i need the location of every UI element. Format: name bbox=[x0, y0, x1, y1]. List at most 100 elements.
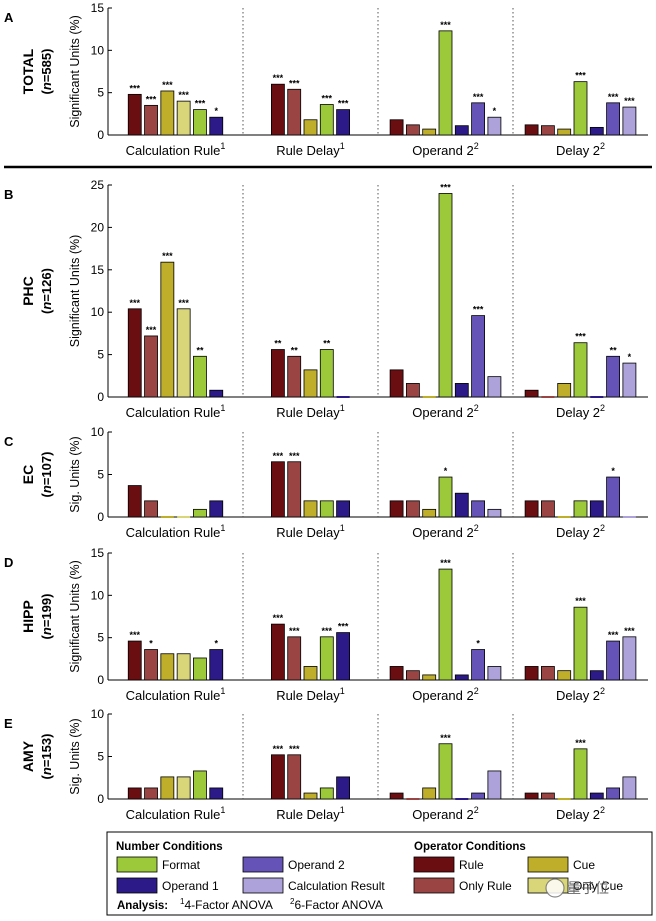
bar-only-rule bbox=[541, 125, 555, 136]
panel-A: A TOTAL (n=585) Significant Units (%) 0 5 10 15… bbox=[4, 1, 648, 158]
bar-cue bbox=[422, 787, 437, 800]
n-symbol: n bbox=[39, 627, 54, 635]
significance-stars: *** bbox=[624, 96, 635, 106]
x-group-label: Calculation Rule1 bbox=[126, 686, 226, 703]
watermark-logo-icon bbox=[545, 878, 565, 898]
panel-letter: B bbox=[4, 187, 13, 202]
significance-stars: *** bbox=[575, 596, 586, 606]
n-symbol: n bbox=[39, 82, 54, 90]
x-group-label: Operand 22 bbox=[412, 523, 478, 540]
y-tick-label: 10 bbox=[91, 305, 105, 319]
bar-calculation-result bbox=[487, 666, 502, 681]
legend-swatch-operator-0 bbox=[413, 856, 455, 873]
group-label-superscript: 2 bbox=[600, 805, 605, 815]
significance-stars: *** bbox=[289, 78, 300, 88]
bar-only-rule bbox=[405, 500, 420, 518]
panel-n-count: (n=107) bbox=[39, 452, 54, 498]
bar-format bbox=[319, 349, 334, 398]
bar-format bbox=[319, 787, 334, 800]
bar-rule bbox=[524, 500, 539, 518]
group-label-superscript: 1 bbox=[220, 403, 225, 413]
bar-format bbox=[438, 30, 453, 136]
significance-stars: *** bbox=[440, 182, 451, 192]
bar-only-rule bbox=[144, 649, 158, 681]
bar-format bbox=[438, 568, 453, 681]
significance-stars: ** bbox=[196, 345, 204, 355]
significance-stars: *** bbox=[322, 626, 333, 636]
significance-stars: * bbox=[493, 106, 497, 116]
bar-operand-2 bbox=[606, 102, 620, 136]
bar-format bbox=[438, 476, 453, 518]
bar-cue bbox=[303, 119, 318, 136]
bar-only-rule bbox=[144, 335, 158, 398]
y-tick-label: 0 bbox=[97, 673, 104, 687]
significance-stars: *** bbox=[575, 738, 586, 748]
bar-cue bbox=[557, 128, 572, 136]
significance-stars: * bbox=[611, 466, 615, 476]
panel-letter: A bbox=[4, 10, 14, 25]
legend-number-title: Number Conditions bbox=[116, 841, 223, 853]
bar-only-rule bbox=[405, 124, 420, 136]
y-tick-label: 10 bbox=[91, 43, 105, 57]
bar-cue bbox=[422, 674, 437, 681]
bar-only-rule bbox=[541, 500, 555, 518]
bar-rule bbox=[389, 666, 404, 681]
legend-label-operator-2: Only Rule bbox=[459, 879, 512, 893]
panel-B: B PHC(n=126) Significant Units (%) 0 5 10 15 20… bbox=[4, 178, 648, 420]
panel-n-count: (n=126) bbox=[39, 268, 54, 314]
bar-cue bbox=[160, 653, 175, 681]
bar-only-rule bbox=[541, 666, 555, 681]
significance-stars: *** bbox=[608, 630, 619, 640]
significance-stars: * bbox=[149, 639, 153, 649]
y-tick-label: 10 bbox=[91, 425, 105, 439]
significance-stars: ** bbox=[610, 345, 618, 355]
bar-rule bbox=[270, 349, 285, 398]
y-axis-label: Significant Units (%) bbox=[68, 235, 82, 348]
bar-only-rule bbox=[144, 104, 158, 136]
group-label-superscript: 1 bbox=[340, 403, 345, 413]
significance-stars: *** bbox=[273, 744, 284, 754]
legend-label-number-0: Format bbox=[162, 858, 201, 872]
legend-analysis-2: 26-Factor ANOVA bbox=[290, 897, 383, 912]
panel-row-title: TOTAL bbox=[20, 48, 36, 94]
y-tick-label: 10 bbox=[91, 588, 105, 602]
bar-format bbox=[193, 657, 207, 681]
bar-rule bbox=[389, 500, 404, 518]
analysis-2-superscript: 2 bbox=[290, 897, 295, 906]
n-symbol: n bbox=[39, 767, 54, 775]
y-axis-label: Significant Units (%) bbox=[68, 560, 82, 673]
bar-format bbox=[573, 500, 588, 518]
panel-letter: D bbox=[4, 555, 13, 570]
group-label-superscript: 1 bbox=[340, 141, 345, 151]
panel-n-count: (n=153) bbox=[39, 734, 54, 780]
y-tick-label: 20 bbox=[91, 220, 105, 234]
bar-operand-1 bbox=[336, 632, 351, 681]
group-label-superscript: 2 bbox=[474, 686, 479, 696]
legend: Number Conditions Operator Conditions Form… bbox=[106, 831, 653, 916]
x-group-label: Rule Delay1 bbox=[276, 686, 345, 703]
legend-label-operator-1: Cue bbox=[573, 858, 595, 872]
x-group-label: Calculation Rule1 bbox=[126, 403, 226, 420]
bar-operand-2 bbox=[606, 640, 620, 681]
bar-format bbox=[573, 81, 588, 136]
legend-label-number-1: Operand 2 bbox=[288, 858, 345, 872]
significance-stars: *** bbox=[178, 90, 189, 100]
bar-cue bbox=[160, 90, 175, 136]
bar-rule bbox=[127, 485, 142, 518]
significance-stars: *** bbox=[440, 20, 451, 30]
bar-operand-1 bbox=[336, 776, 351, 800]
bar-operand-1 bbox=[454, 492, 469, 518]
significance-stars: *** bbox=[129, 83, 140, 93]
bar-operand-1 bbox=[209, 389, 224, 398]
group-label-superscript: 2 bbox=[600, 141, 605, 151]
significance-stars: *** bbox=[162, 251, 173, 261]
significance-stars: *** bbox=[322, 94, 333, 104]
bar-operand-1 bbox=[589, 792, 604, 800]
panel-E: E AMY(n=153) Sig. Units (%) 0 5 10 Calculation… bbox=[4, 707, 648, 822]
significance-stars: * bbox=[214, 639, 218, 649]
panel-row-title: HIPP bbox=[20, 600, 36, 633]
group-label-superscript: 2 bbox=[600, 403, 605, 413]
bar-format bbox=[438, 743, 453, 800]
legend-operator-title: Operator Conditions bbox=[414, 841, 526, 853]
